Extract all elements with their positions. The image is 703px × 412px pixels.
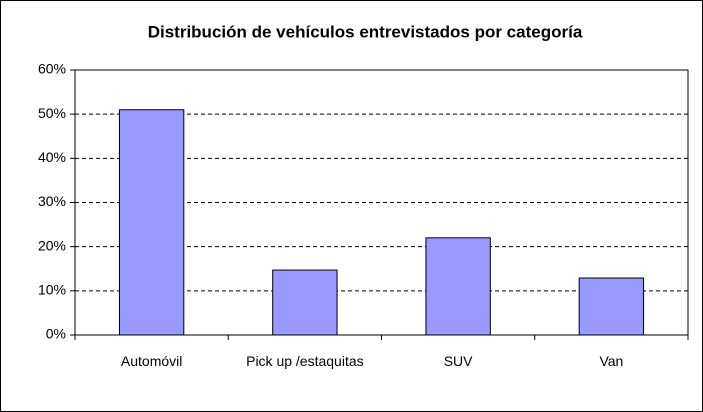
x-tick-label: SUV xyxy=(443,353,473,369)
y-tick-label: 40% xyxy=(38,149,66,165)
bar xyxy=(578,277,645,336)
bar xyxy=(118,109,185,336)
y-tick-label: 20% xyxy=(38,237,66,253)
y-tick-label: 10% xyxy=(38,282,66,298)
y-tick-label: 60% xyxy=(38,61,66,77)
x-tick-label: Automóvil xyxy=(120,353,183,369)
x-tick-label: Van xyxy=(599,353,624,369)
bar xyxy=(425,237,491,336)
y-tick-label: 50% xyxy=(38,105,66,121)
bar xyxy=(272,269,338,336)
x-tick-label: Pick up /estaquitas xyxy=(246,353,364,369)
chart-title: Distribución de vehículos entrevistados … xyxy=(148,22,583,41)
y-tick-label: 0% xyxy=(46,326,66,342)
y-tick-label: 30% xyxy=(38,193,66,209)
